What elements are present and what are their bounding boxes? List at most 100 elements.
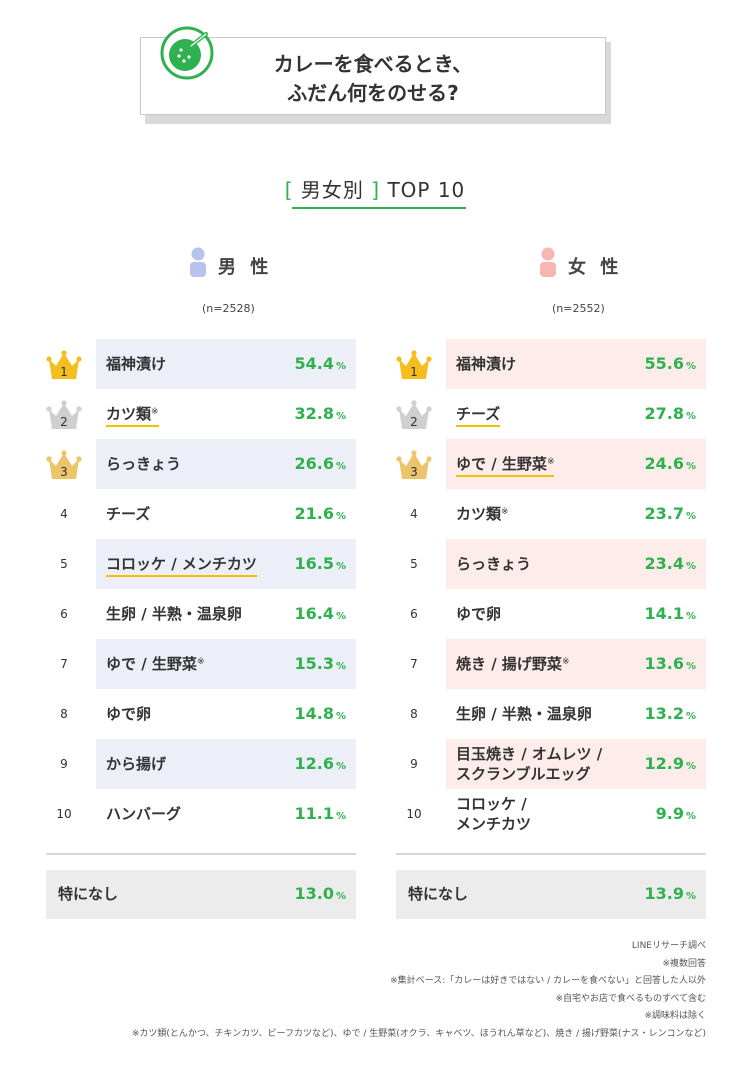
value-number: 21.6: [294, 504, 334, 523]
item-label: ハンバーグ: [106, 804, 181, 824]
title-line-2: ふだん何をのせる?: [287, 81, 459, 105]
item-percentage: 24.6%: [644, 454, 696, 473]
value-number: 12.6: [294, 754, 334, 773]
female-rank-row: 1 福神漬け 55.6%: [396, 339, 706, 389]
item-label-text: チーズ: [456, 405, 501, 423]
subtitle-underline: [292, 207, 466, 209]
male-rank-row: 7 ゆで / 生野菜※ 15.3%: [46, 639, 356, 689]
item-label-text: 焼き / 揚げ野菜: [456, 655, 562, 673]
footnote-mark: ※: [501, 507, 509, 517]
footnote: ※自宅やお店で食べるものすべて含む: [555, 993, 706, 1004]
value-number: 54.4: [294, 354, 334, 373]
rank-number: 7: [410, 657, 418, 671]
rank-number: 4: [60, 507, 68, 521]
female-rank-row: 4 カツ類※ 23.7%: [396, 489, 706, 539]
rank-number: 9: [410, 757, 418, 771]
crown-rank-number: 2: [60, 415, 68, 429]
male-rank-row: 5 コロッケ / メンチカツ 16.5%: [46, 539, 356, 589]
subtitle-top: TOP 10: [387, 178, 466, 202]
title-line-1: カレーを食べるとき、: [273, 52, 473, 76]
value-number: 15.3: [294, 654, 334, 673]
item-label: チーズ: [456, 404, 501, 427]
footnote: ※調味料は除く: [644, 1011, 706, 1021]
footnote-mark: ※: [561, 657, 570, 667]
item-label: チーズ: [106, 504, 150, 524]
rank-badge: 3: [395, 449, 433, 485]
percent-unit: %: [335, 411, 346, 422]
value-number: 9.9: [655, 804, 684, 823]
footnote-mark: ※: [196, 657, 205, 667]
row-highlight: [96, 639, 356, 689]
item-percentage: 26.6%: [294, 454, 346, 473]
item-label: らっきょう: [456, 554, 531, 574]
percent-unit: %: [335, 561, 346, 572]
row-highlight: [96, 439, 356, 489]
item-label-text: から揚げ: [106, 755, 167, 773]
item-label-line: スクランブルエッグ: [456, 765, 591, 783]
footnote-source: LINEリサーチ調べ: [631, 941, 706, 951]
item-label-line: 目玉焼き / オムレツ /: [456, 745, 603, 763]
female-rank-row: 10 コロッケ / メンチカツ 9.9%: [396, 789, 706, 839]
value-number: 23.7: [644, 504, 684, 523]
male-rank-row: 3 らっきょう 26.6%: [46, 439, 356, 489]
subtitle: [ 男女別 ] TOP 10: [250, 174, 500, 203]
value-number: 14.8: [294, 704, 334, 723]
item-percentage: 21.6%: [294, 504, 346, 523]
crown-rank-number: 1: [60, 365, 68, 379]
female-rank-row: 8 生卵 / 半熟・温泉卵 13.2%: [396, 689, 706, 739]
footnote: ※集計ベース:「カレーは好きではない / カレーを食べない」と回答した人以外: [390, 976, 706, 986]
item-label-text: チーズ: [106, 505, 151, 523]
silver-crown-icon: 2: [396, 400, 432, 429]
bronze-crown-icon: 3: [46, 450, 82, 479]
percent-unit: %: [685, 761, 696, 772]
male-none-row: 特になし 13.0%: [46, 870, 356, 919]
item-percentage: 32.8%: [294, 404, 346, 423]
value-number: 26.6: [294, 454, 334, 473]
row-highlight: [96, 539, 356, 589]
item-label-text: カツ類: [106, 405, 152, 423]
percent-unit: %: [335, 461, 346, 472]
item-label-text: 生卵 / 半熟・温泉卵: [456, 705, 592, 723]
row-highlight: [96, 739, 356, 789]
item-percentage: 12.9%: [644, 754, 696, 773]
percent-unit: %: [335, 811, 346, 822]
item-percentage: 23.4%: [644, 554, 696, 573]
item-percentage: 11.1%: [294, 804, 346, 823]
value-number: 13.6: [644, 654, 684, 673]
rank-number: 6: [410, 607, 418, 621]
item-percentage: 16.4%: [294, 604, 346, 623]
male-rank-row: 4 チーズ 21.6%: [46, 489, 356, 539]
female-rank-row: 9 目玉焼き / オムレツ / スクランブルエッグ 12.9%: [396, 739, 706, 789]
rank-number: 10: [56, 807, 72, 821]
item-label: コロッケ / メンチカツ: [106, 554, 257, 577]
rank-number: 9: [60, 757, 68, 771]
subtitle-bracket-open: [: [284, 178, 294, 202]
footnote-mark: ※: [546, 457, 555, 467]
item-percentage: 55.6%: [644, 354, 696, 373]
rank-number: 5: [60, 557, 68, 571]
item-label: カツ類※: [106, 404, 159, 427]
footnote-mark: ※: [151, 407, 159, 417]
item-label-text: ゆで / 生野菜: [106, 655, 197, 673]
female-heading: 女 性: [568, 257, 623, 278]
item-label: 目玉焼き / オムレツ / スクランブルエッグ: [456, 744, 602, 784]
rank-number: 8: [60, 707, 68, 721]
item-label: ゆで卵: [456, 604, 501, 624]
silver-crown-icon: 2: [46, 400, 82, 429]
percent-unit: %: [685, 411, 696, 422]
item-percentage: 13.2%: [644, 704, 696, 723]
percent-unit: %: [335, 361, 346, 372]
item-label-text: らっきょう: [106, 455, 182, 473]
item-percentage: 13.6%: [644, 654, 696, 673]
crown-rank-number: 2: [410, 415, 418, 429]
item-percentage: 27.8%: [644, 404, 696, 423]
percent-unit: %: [685, 811, 696, 822]
item-label: 福神漬け: [456, 354, 516, 374]
male-person-icon: [190, 247, 206, 277]
value-number: 55.6: [644, 354, 684, 373]
value-number: 16.5: [294, 554, 334, 573]
item-label-text: 福神漬け: [106, 355, 167, 373]
percent-unit: %: [685, 711, 696, 722]
item-percentage: 12.6%: [294, 754, 346, 773]
female-rank-row: 7 焼き / 揚げ野菜※ 13.6%: [396, 639, 706, 689]
